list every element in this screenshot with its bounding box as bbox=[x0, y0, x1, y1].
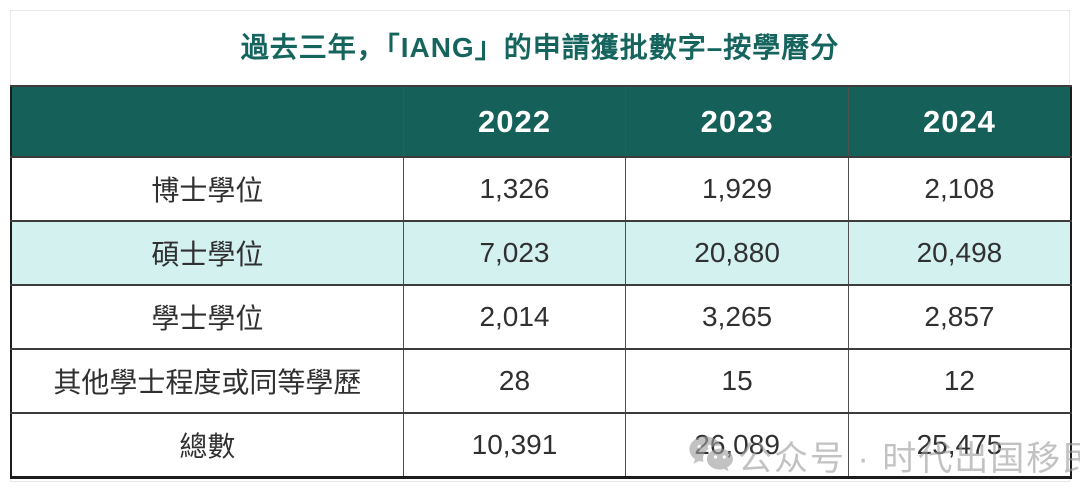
table-header-row: 2022 2023 2024 bbox=[10, 85, 1072, 158]
value-cell: 2,014 bbox=[402, 284, 627, 350]
row-label: 其他學士程度或同等學歷 bbox=[10, 348, 404, 414]
row-label: 碩士學位 bbox=[10, 220, 404, 286]
value-cell: 25,475 bbox=[847, 412, 1072, 479]
header-year-2024: 2024 bbox=[847, 85, 1072, 158]
table-row-other-qualifications: 其他學士程度或同等學歷 28 15 12 bbox=[10, 348, 1072, 414]
table-row-doctoral: 博士學位 1,326 1,929 2,108 bbox=[10, 156, 1072, 222]
chart-title: 過去三年，「IANG」的申請獲批數字–按學曆分 bbox=[240, 32, 840, 63]
row-label: 博士學位 bbox=[10, 156, 404, 222]
value-cell: 20,498 bbox=[847, 220, 1072, 286]
value-cell: 7,023 bbox=[402, 220, 627, 286]
value-cell: 28 bbox=[402, 348, 627, 414]
corner-cell bbox=[10, 85, 404, 158]
value-cell: 1,929 bbox=[625, 156, 849, 222]
value-cell: 3,265 bbox=[625, 284, 849, 350]
value-cell: 26,089 bbox=[625, 412, 849, 479]
iang-approvals-table: 2022 2023 2024 博士學位 1,326 1,929 2,108 碩士… bbox=[10, 85, 1072, 479]
value-cell: 20,880 bbox=[625, 220, 849, 286]
row-label: 學士學位 bbox=[10, 284, 404, 350]
chart-card: 過去三年，「IANG」的申請獲批數字–按學曆分 2022 2023 2024 博… bbox=[10, 10, 1072, 482]
value-cell: 10,391 bbox=[402, 412, 627, 479]
value-cell: 1,326 bbox=[402, 156, 627, 222]
value-cell: 15 bbox=[625, 348, 849, 414]
value-cell: 2,857 bbox=[847, 284, 1072, 350]
table-row-total: 總數 10,391 26,089 25,475 bbox=[10, 412, 1072, 479]
header-year-2022: 2022 bbox=[402, 85, 627, 158]
value-cell: 12 bbox=[847, 348, 1072, 414]
value-cell: 2,108 bbox=[847, 156, 1072, 222]
header-year-2023: 2023 bbox=[625, 85, 849, 158]
table-row-bachelors: 學士學位 2,014 3,265 2,857 bbox=[10, 284, 1072, 350]
row-label: 總數 bbox=[10, 412, 404, 479]
table-row-masters: 碩士學位 7,023 20,880 20,498 bbox=[10, 220, 1072, 286]
